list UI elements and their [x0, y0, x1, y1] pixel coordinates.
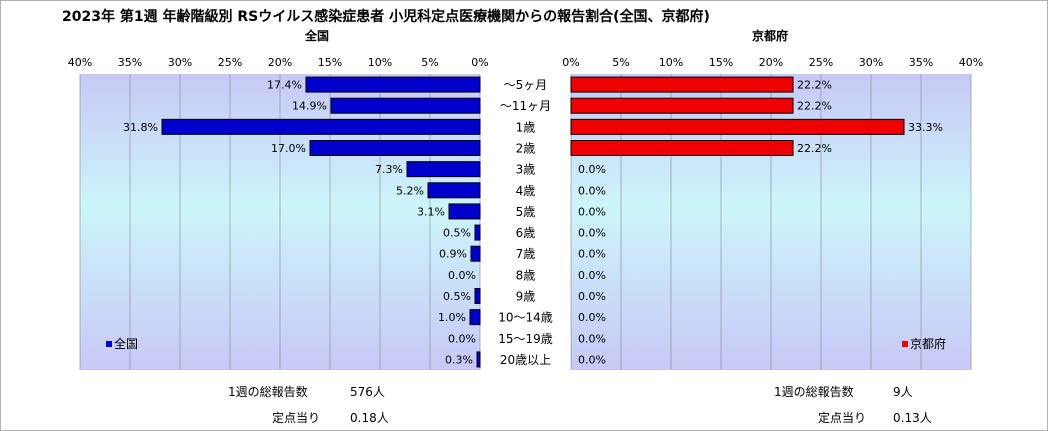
data-label: 0.0% — [578, 353, 606, 366]
category-label: 10～14歳 — [498, 311, 553, 325]
data-label: 5.2% — [396, 184, 424, 197]
data-label: 0.0% — [578, 269, 606, 282]
data-label: 0.0% — [578, 163, 606, 176]
national-legend-swatch — [106, 341, 112, 347]
right-panel-title: 京都府 — [752, 29, 789, 43]
category-label: 8歳 — [516, 268, 536, 282]
category-label: 1歳 — [516, 120, 536, 134]
tick-label: 5% — [421, 56, 438, 69]
tick-label: 35% — [118, 56, 142, 69]
category-label: 5歳 — [516, 205, 536, 219]
bar-national — [406, 161, 481, 178]
data-label: 22.2% — [797, 79, 832, 92]
data-label: 0.0% — [578, 184, 606, 197]
kyoto-per-value: 0.13人 — [893, 411, 932, 425]
tick-label: 10% — [368, 56, 392, 69]
bar-national — [448, 203, 481, 220]
tick-label: 30% — [168, 56, 192, 69]
national-per-value: 0.18人 — [350, 411, 389, 425]
tick-label: 35% — [909, 56, 933, 69]
data-label: 0.0% — [578, 205, 606, 218]
tick-label: 20% — [759, 56, 783, 69]
national-weekly-value: 576人 — [350, 385, 385, 399]
tick-label: 15% — [318, 56, 342, 69]
kyoto-legend-swatch — [902, 341, 908, 347]
bar-national — [161, 118, 481, 135]
category-label: ～5ヶ月 — [504, 78, 548, 92]
bar-national — [305, 76, 481, 93]
category-label: 7歳 — [516, 247, 536, 261]
data-label: 0.0% — [578, 332, 606, 345]
tick-label: 30% — [859, 56, 883, 69]
tick-label: 40% — [68, 56, 92, 69]
bar-national — [470, 245, 481, 262]
category-label: 2歳 — [516, 142, 536, 156]
national-per-label: 定点当り — [272, 411, 321, 425]
category-label: ～11ヶ月 — [500, 99, 551, 113]
kyoto-per-label: 定点当り — [818, 411, 867, 425]
data-label: 0.0% — [578, 248, 606, 261]
bar-kyoto — [570, 76, 794, 93]
data-label: 0.9% — [439, 248, 467, 261]
data-label: 0.3% — [445, 353, 473, 366]
category-label: 4歳 — [516, 184, 536, 198]
data-label: 0.5% — [443, 290, 471, 303]
bar-national — [309, 140, 481, 156]
bar-kyoto — [570, 140, 794, 156]
right-tick-labels: 0% 5% 10% 15% 20% 25% 30% 35% 40% — [562, 56, 983, 69]
national-weekly-label: 1週の総報告数 — [228, 385, 308, 399]
data-label: 0.0% — [578, 311, 606, 324]
data-label: 3.1% — [417, 205, 445, 218]
category-labels: ～5ヶ月 ～11ヶ月 1歳 2歳 3歳 4歳 5歳 6歳 7歳 8歳 9歳 10～14歳 15～19歳 2… — [498, 78, 553, 367]
national-data-labels: 17.4% 14.9% 31.8% 17.0% 7.3% 5.2% 3.1% 0.5% 0.9%… — [123, 79, 476, 367]
bar-national — [476, 351, 481, 368]
data-label: 33.3% — [908, 121, 943, 134]
data-label: 0.0% — [448, 332, 476, 345]
category-label: 20歳以上 — [500, 353, 551, 367]
chart-title: 2023年 第1週 年齢階級別 RSウイルス感染症患者 小児科定点医療機関からの… — [62, 9, 710, 25]
bar-kyoto — [570, 97, 794, 114]
kyoto-data-labels: 22.2% 22.2% 33.3% 22.2% 0.0% 0.0% 0.0% 0.0% 0.0%… — [578, 79, 943, 367]
tick-label: 5% — [612, 56, 629, 69]
national-bars — [161, 76, 481, 368]
data-label: 1.0% — [438, 311, 466, 324]
data-label: 0.5% — [443, 227, 471, 240]
data-label: 17.0% — [271, 142, 306, 155]
bar-national — [427, 182, 481, 199]
data-label: 22.2% — [797, 100, 832, 113]
category-label: 3歳 — [516, 163, 536, 177]
category-label: 6歳 — [516, 226, 536, 240]
kyoto-bars — [570, 76, 905, 156]
kyoto-weekly-value: 9人 — [893, 385, 913, 399]
left-panel-title: 全国 — [305, 29, 330, 43]
tick-label: 25% — [218, 56, 242, 69]
kyoto-weekly-label: 1週の総報告数 — [774, 385, 854, 399]
kyoto-legend-label: 京都府 — [910, 336, 946, 351]
bar-national — [469, 309, 481, 326]
tick-label: 10% — [659, 56, 683, 69]
bar-kyoto — [570, 118, 905, 135]
category-label: 15～19歳 — [498, 332, 553, 346]
tick-label: 0% — [471, 56, 488, 69]
tick-label: 20% — [268, 56, 292, 69]
data-label: 31.8% — [123, 121, 158, 134]
data-label: 17.4% — [267, 79, 302, 92]
bar-national — [330, 97, 481, 114]
data-label: 0.0% — [448, 269, 476, 282]
bar-national — [474, 224, 481, 241]
tick-label: 40% — [959, 56, 983, 69]
bar-national — [474, 288, 481, 304]
category-label: 9歳 — [516, 290, 536, 304]
data-label: 0.0% — [578, 227, 606, 240]
data-label: 7.3% — [375, 163, 403, 176]
data-label: 0.0% — [578, 290, 606, 303]
left-tick-labels: 0% 5% 10% 15% 20% 25% 30% 35% 40% — [68, 56, 489, 69]
tick-label: 15% — [709, 56, 733, 69]
data-label: 22.2% — [797, 142, 832, 155]
data-label: 14.9% — [292, 100, 327, 113]
national-legend-label: 全国 — [114, 336, 138, 351]
tick-label: 0% — [562, 56, 579, 69]
tick-label: 25% — [809, 56, 833, 69]
